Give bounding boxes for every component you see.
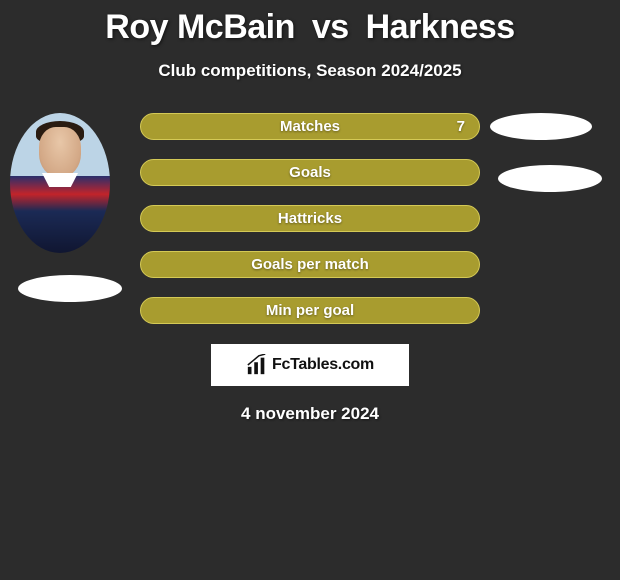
stat-label: Goals xyxy=(141,164,479,181)
player2-blank-oval-2 xyxy=(498,165,602,192)
stat-pills: Matches 7 Goals Hattricks Goals per matc… xyxy=(140,113,480,324)
root: Roy McBain vs Harkness Club competitions… xyxy=(0,0,620,424)
stat-pill-goals-per-match: Goals per match xyxy=(140,251,480,278)
chart-icon xyxy=(246,354,268,376)
player2-name: Harkness xyxy=(366,8,515,46)
avatar-collar xyxy=(42,173,78,187)
stat-pill-min-per-goal: Min per goal xyxy=(140,297,480,324)
stat-label: Hattricks xyxy=(141,210,479,227)
stat-label: Min per goal xyxy=(141,302,479,319)
player1-avatar xyxy=(10,113,110,253)
player2-blank-oval-1 xyxy=(490,113,592,140)
avatar-face xyxy=(39,127,81,177)
player1-name: Roy McBain xyxy=(105,8,295,46)
stat-pill-matches: Matches 7 xyxy=(140,113,480,140)
stat-value: 7 xyxy=(457,118,465,135)
player1-blank-oval xyxy=(18,275,122,302)
footer-date: 4 november 2024 xyxy=(241,404,379,424)
subtitle: Club competitions, Season 2024/2025 xyxy=(158,61,461,81)
page-title: Roy McBain vs Harkness xyxy=(105,8,514,47)
stat-pill-hattricks: Hattricks xyxy=(140,205,480,232)
branding-box: FcTables.com xyxy=(211,344,409,386)
stat-pill-goals: Goals xyxy=(140,159,480,186)
stat-label: Goals per match xyxy=(141,256,479,273)
stat-label: Matches xyxy=(141,118,479,135)
comparison-area: Matches 7 Goals Hattricks Goals per matc… xyxy=(0,113,620,324)
branding-text: FcTables.com xyxy=(272,356,374,374)
vs-label: vs xyxy=(312,8,349,46)
